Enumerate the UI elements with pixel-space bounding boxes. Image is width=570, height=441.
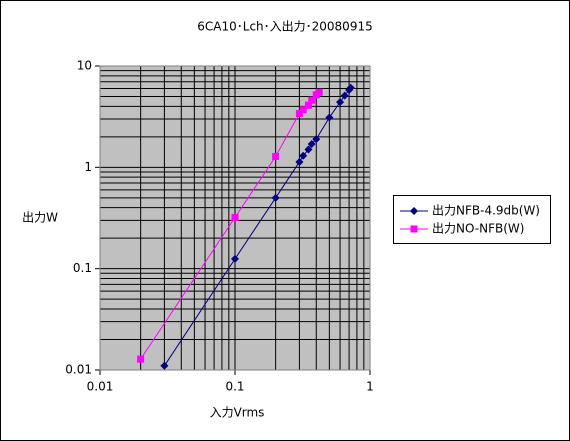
marker xyxy=(160,361,169,370)
marker xyxy=(312,135,321,144)
chart-title: 6CA10･Lch･入出力･20080915 xyxy=(197,20,372,34)
marker xyxy=(137,355,145,363)
marker xyxy=(231,254,239,263)
marker xyxy=(410,207,418,215)
x-tick-label: 0.1 xyxy=(225,380,244,394)
marker xyxy=(340,91,349,100)
legend-label: 出力NFB-4.9db(W) xyxy=(432,204,540,218)
marker xyxy=(299,106,307,114)
y-axis-label: 出力W xyxy=(22,211,58,225)
marker xyxy=(304,101,312,109)
marker xyxy=(272,152,280,160)
y-tick-label: 0.01 xyxy=(65,363,92,377)
x-tick-label: 1 xyxy=(366,380,374,394)
marker xyxy=(346,83,355,92)
marker xyxy=(295,157,304,166)
y-tick-label: 10 xyxy=(77,59,92,73)
marker xyxy=(315,88,323,96)
y-tick-label: 0.1 xyxy=(73,261,92,275)
x-axis-label: 入力Vrms xyxy=(210,406,265,420)
marker xyxy=(304,145,313,154)
marker xyxy=(299,151,308,160)
marker xyxy=(325,113,334,122)
marker xyxy=(231,213,239,221)
marker xyxy=(271,193,280,202)
marker xyxy=(307,139,316,148)
marker xyxy=(336,98,345,107)
marker xyxy=(295,109,303,117)
marker xyxy=(410,225,418,233)
x-tick-label: 0.01 xyxy=(87,380,114,394)
y-tick-label: 1 xyxy=(84,160,92,174)
marker xyxy=(308,96,316,104)
legend-label: 出力NO-NFB(W) xyxy=(432,222,524,236)
plot-content xyxy=(137,83,355,370)
plot-border xyxy=(99,65,371,371)
legend xyxy=(393,195,551,244)
